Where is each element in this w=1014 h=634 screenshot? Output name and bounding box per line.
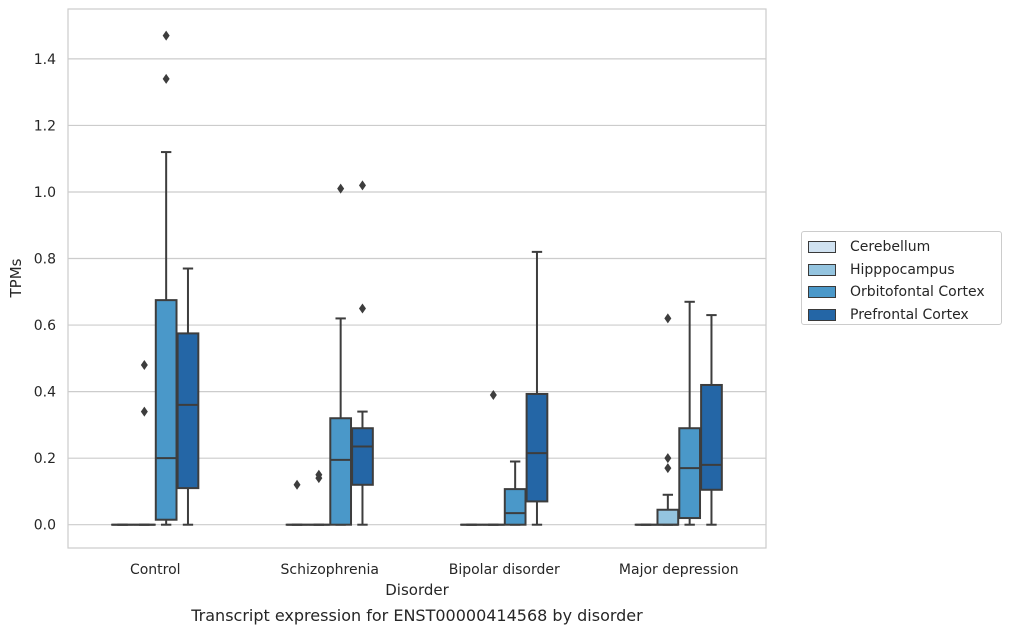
legend-swatch bbox=[808, 241, 836, 253]
y-tick-label: 0.8 bbox=[34, 252, 56, 268]
box-prefrontal-cortex bbox=[525, 250, 549, 526]
box-prefrontal-cortex bbox=[700, 314, 723, 526]
box-iqr bbox=[656, 508, 680, 526]
outlier-point bbox=[315, 469, 323, 480]
legend-item: Hipppocampus bbox=[808, 261, 955, 279]
x-tick-label: Schizophrenia bbox=[281, 562, 379, 578]
outlier-point bbox=[140, 360, 148, 371]
y-tick-label: 1.0 bbox=[34, 185, 56, 201]
outlier-point bbox=[664, 453, 672, 464]
box-hipppocampus bbox=[307, 469, 331, 526]
y-tick-label: 0.0 bbox=[34, 518, 56, 534]
outlier-point bbox=[140, 406, 148, 417]
box-orbitofontal-cortex bbox=[678, 300, 702, 526]
outlier-point bbox=[358, 303, 366, 314]
legend-item: Prefrontal Cortex bbox=[808, 306, 969, 324]
outlier-point bbox=[162, 73, 170, 84]
x-axis-label: Disorder bbox=[385, 581, 449, 599]
y-tick-label: 1.4 bbox=[34, 52, 56, 68]
y-tick-label: 0.6 bbox=[34, 318, 56, 334]
legend-label: Prefrontal Cortex bbox=[850, 306, 969, 323]
box-iqr bbox=[329, 417, 353, 526]
y-tick-labels: 0.0 0.2 0.4 0.6 0.8 1.0 1.2 1.4 bbox=[34, 52, 56, 534]
legend-swatch bbox=[808, 286, 836, 298]
box-iqr bbox=[525, 392, 549, 503]
box-orbitofontal-cortex bbox=[329, 183, 353, 526]
legend-item: Cerebellum bbox=[808, 238, 930, 256]
box-hipppocampus bbox=[132, 360, 156, 526]
box-iqr bbox=[700, 383, 723, 491]
y-axis-label: TPMs bbox=[7, 258, 25, 298]
legend-item: Orbitofontal Cortex bbox=[808, 283, 985, 301]
y-tick-label: 0.4 bbox=[34, 385, 56, 401]
x-tick-label: Control bbox=[130, 562, 181, 578]
box-prefrontal-cortex bbox=[176, 267, 200, 526]
outlier-point bbox=[358, 180, 366, 191]
boxes bbox=[111, 30, 723, 526]
box-iqr bbox=[678, 427, 702, 520]
chart-caption: Transcript expression for ENST0000041456… bbox=[191, 606, 643, 625]
box-iqr bbox=[503, 488, 527, 526]
box-hipppocampus bbox=[481, 389, 505, 526]
x-tick-label: Major depression bbox=[619, 562, 739, 578]
x-tick-label: Bipolar disorder bbox=[449, 562, 560, 578]
outlier-point bbox=[293, 479, 301, 490]
legend-label: Cerebellum bbox=[850, 239, 931, 255]
x-tick-labels: Control Schizophrenia Bipolar disorder Majo… bbox=[130, 562, 739, 578]
legend-label: Hipppocampus bbox=[850, 261, 955, 278]
legend: Cerebellum Hipppocampus Orbitofontal Corte… bbox=[801, 231, 1002, 325]
box-iqr bbox=[154, 299, 178, 521]
outlier-point bbox=[162, 30, 170, 41]
box-prefrontal-cortex bbox=[351, 180, 374, 526]
box-orbitofontal-cortex bbox=[154, 30, 178, 526]
outlier-point bbox=[664, 463, 672, 474]
y-tick-label: 0.2 bbox=[34, 451, 56, 467]
box-orbitofontal-cortex bbox=[503, 460, 527, 526]
legend-label: Orbitofontal Cortex bbox=[850, 284, 985, 300]
box-iqr bbox=[176, 332, 200, 490]
y-tick-label: 1.2 bbox=[34, 118, 56, 134]
box-iqr bbox=[351, 427, 374, 486]
box-cerebellum bbox=[285, 479, 309, 526]
legend-swatch bbox=[808, 308, 836, 321]
outlier-point bbox=[489, 389, 497, 400]
box-hipppocampus bbox=[656, 313, 680, 526]
outlier-point bbox=[337, 183, 345, 194]
legend-swatch bbox=[808, 263, 836, 276]
outlier-point bbox=[664, 313, 672, 324]
